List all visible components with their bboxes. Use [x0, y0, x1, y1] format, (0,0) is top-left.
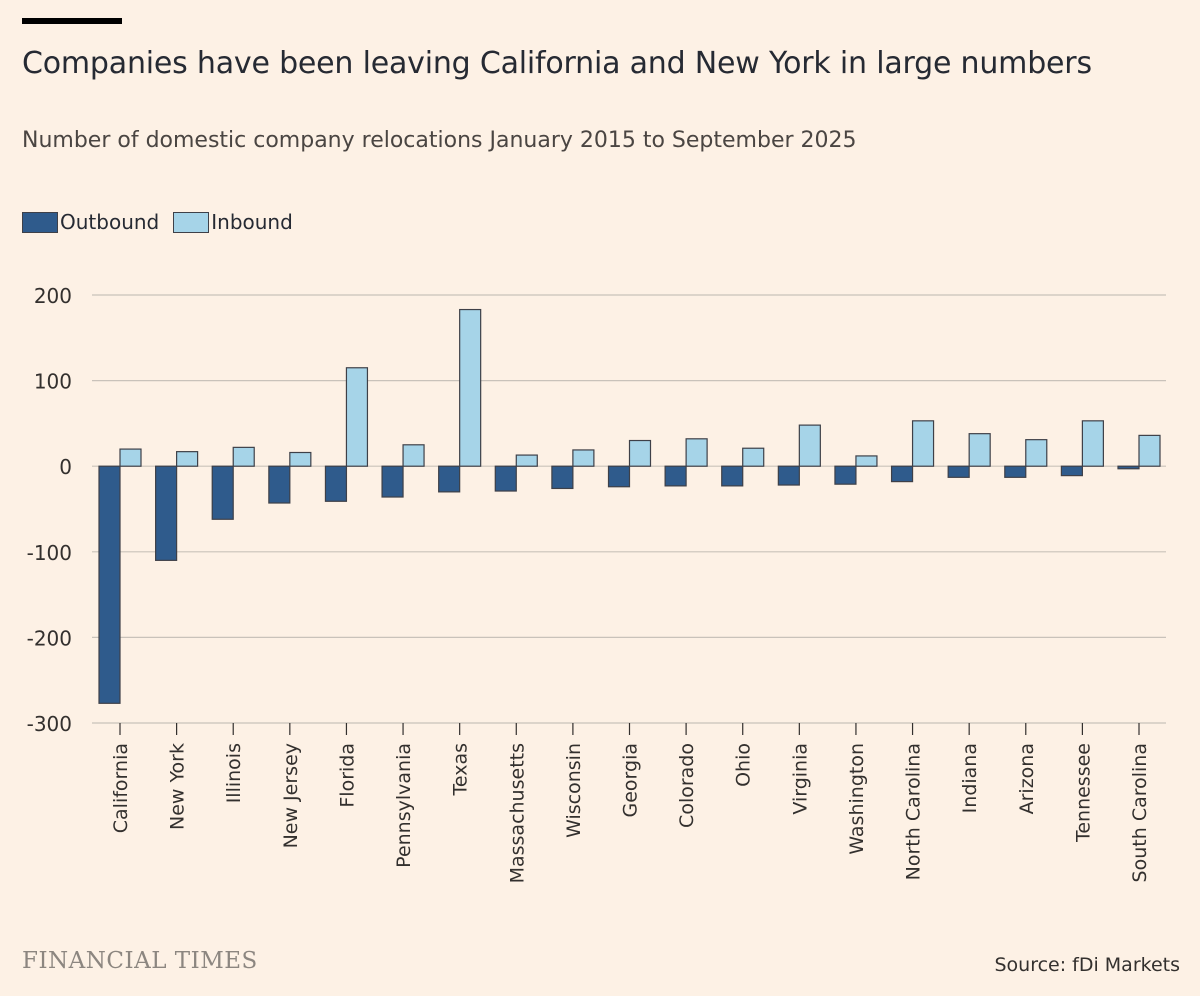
legend-label-outbound: Outbound — [60, 210, 160, 234]
bar-inbound-washington — [855, 455, 878, 467]
bar-outbound-tennessee — [1060, 465, 1083, 477]
x-tick-label: Virginia — [789, 743, 811, 815]
bar-outbound-massachusetts — [494, 465, 517, 492]
bar-outbound-virginia — [777, 465, 800, 486]
x-tick-label: South Carolina — [1129, 743, 1151, 882]
bar-chart: 200 100 0 -100 -200 -300 California New York Il… — [27, 284, 1166, 883]
bar-outbound-wisconsin — [551, 465, 574, 490]
x-tick-label: Wisconsin — [563, 743, 585, 838]
bar-outbound-texas — [438, 465, 461, 493]
x-tick-label: Florida — [336, 743, 358, 808]
legend-swatch-inbound — [173, 211, 210, 233]
bar-outbound-indiana — [947, 465, 970, 478]
x-tick-label: Arizona — [1016, 743, 1038, 814]
x-tick-label: Colorado — [676, 743, 698, 828]
bar-outbound-new-york — [155, 465, 178, 561]
bar-inbound-new-york — [176, 451, 199, 467]
x-tick-label: New York — [167, 743, 189, 830]
y-tick-label: -200 — [27, 626, 72, 650]
y-tick-label: 200 — [34, 284, 72, 308]
x-tick-label: Washington — [846, 743, 868, 855]
bar-outbound-florida — [324, 465, 348, 502]
y-tick-label: -100 — [27, 541, 72, 565]
y-tick-label: -300 — [27, 712, 72, 736]
source-note: Source: fDi Markets — [994, 954, 1180, 976]
x-tick-label: Pennsylvania — [393, 743, 415, 868]
chart-title: Companies have been leaving California a… — [22, 46, 1092, 81]
bar-outbound-california — [98, 465, 121, 704]
bar-inbound-indiana — [968, 433, 991, 467]
legend-item-inbound: Inbound — [173, 210, 293, 234]
bar-inbound-new-jersey — [289, 451, 312, 467]
bar-outbound-arizona — [1004, 465, 1027, 478]
bar-outbound-south-carolina — [1117, 465, 1140, 470]
gridlines — [92, 294, 1166, 724]
x-tick-label: New Jersey — [280, 743, 302, 848]
legend-item-outbound: Outbound — [22, 210, 159, 234]
bar-inbound-wisconsin — [572, 449, 595, 467]
y-tick-label: 0 — [59, 455, 72, 479]
y-axis-ticks: 200 100 0 -100 -200 -300 — [27, 284, 72, 736]
bar-inbound-georgia — [628, 439, 652, 467]
chart-subtitle: Number of domestic company relocations J… — [22, 128, 857, 153]
x-tick-label: Ohio — [733, 743, 755, 787]
bar-inbound-north-carolina — [911, 420, 935, 467]
bar-outbound-illinois — [211, 465, 234, 520]
bar-inbound-illinois — [232, 446, 255, 467]
bar-inbound-florida — [345, 367, 369, 467]
bar-inbound-tennessee — [1081, 420, 1104, 467]
x-tick-label: Texas — [450, 743, 472, 797]
x-tick-label: California — [110, 743, 132, 833]
source-value: fDi Markets — [1072, 954, 1180, 976]
bar-inbound-arizona — [1025, 439, 1048, 467]
bar-inbound-texas — [459, 308, 482, 467]
x-tick-label: Georgia — [620, 743, 642, 818]
legend-label-inbound: Inbound — [211, 210, 293, 234]
bar-inbound-colorado — [685, 438, 708, 467]
bar-inbound-south-carolina — [1138, 434, 1161, 467]
x-tick-label: Tennessee — [1072, 743, 1094, 843]
bar-inbound-massachusetts — [515, 454, 538, 467]
x-axis-ticks: California New York Illinois New Jersey Flor… — [110, 723, 1151, 883]
bar-outbound-pennsylvania — [381, 465, 404, 498]
bar-inbound-virginia — [798, 424, 821, 467]
bar-outbound-colorado — [664, 465, 687, 487]
bars — [98, 308, 1161, 704]
bar-inbound-california — [119, 448, 142, 467]
bar-outbound-washington — [834, 465, 857, 485]
bar-outbound-new-jersey — [268, 465, 291, 504]
bar-outbound-ohio — [721, 465, 744, 487]
x-tick-label: Indiana — [959, 743, 981, 813]
source-label: Source: — [994, 954, 1067, 976]
bar-inbound-pennsylvania — [402, 444, 425, 467]
bar-inbound-ohio — [742, 447, 765, 467]
ft-logo: FINANCIAL TIMES — [22, 948, 258, 974]
x-tick-label: North Carolina — [903, 743, 925, 880]
y-tick-label: 100 — [34, 370, 72, 394]
header-rule — [22, 18, 122, 24]
x-tick-label: Illinois — [223, 743, 245, 803]
bar-outbound-north-carolina — [890, 465, 914, 483]
bar-outbound-georgia — [607, 465, 631, 488]
legend-swatch-outbound — [22, 211, 58, 233]
legend: Outbound Inbound — [22, 207, 307, 237]
x-tick-label: Massachusetts — [506, 743, 528, 883]
